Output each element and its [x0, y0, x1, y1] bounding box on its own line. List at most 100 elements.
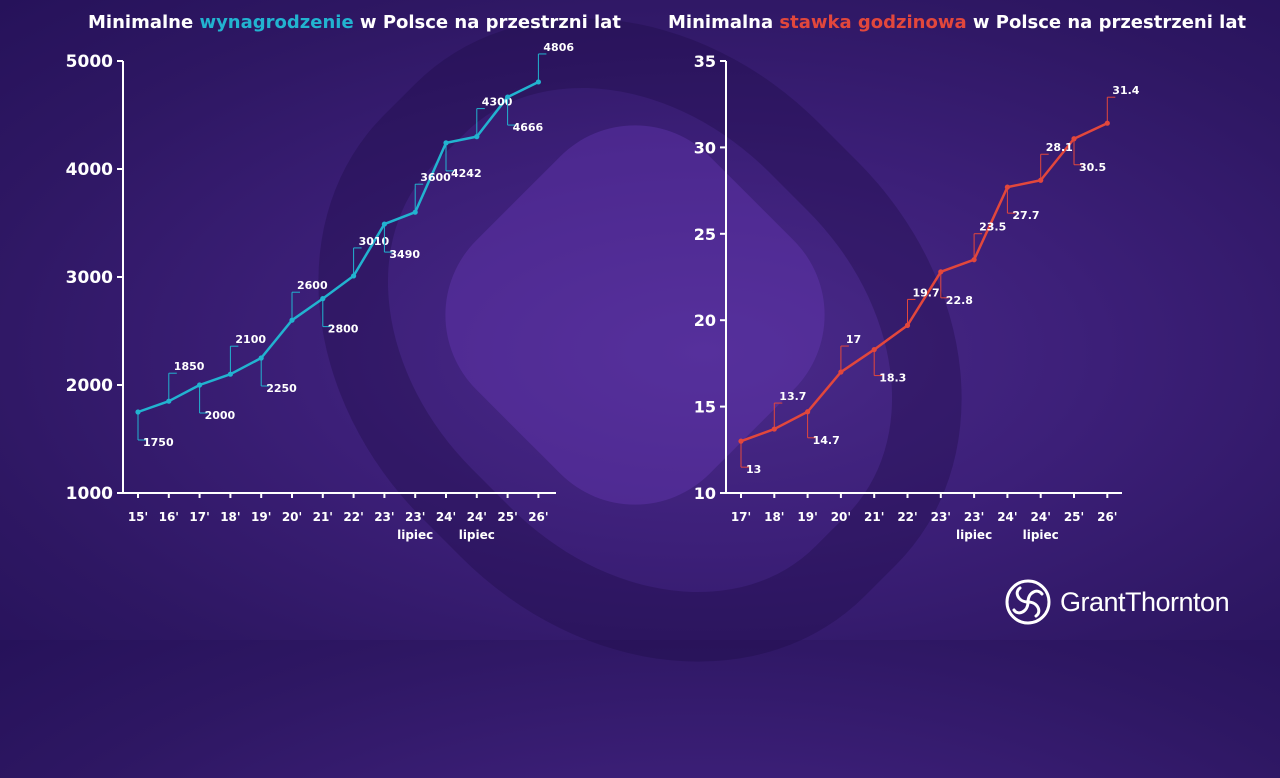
x-tick-label: 21' — [313, 510, 333, 524]
data-point — [443, 140, 449, 146]
data-value-label: 2100 — [235, 333, 266, 346]
data-value-label: 17 — [846, 333, 861, 346]
x-tick-label: 24' — [467, 510, 487, 524]
x-tick-label: 22' — [343, 510, 363, 524]
data-point — [474, 134, 480, 140]
x-tick-label: 19' — [797, 510, 817, 524]
x-tick-label: 22' — [897, 510, 917, 524]
data-value-label: 18.3 — [879, 372, 906, 385]
data-value-label: 2250 — [266, 382, 297, 395]
data-value-label: 4806 — [543, 41, 574, 54]
data-value-label: 4242 — [451, 167, 482, 180]
x-tick-label: 23' — [374, 510, 394, 524]
x-tick-label: 25' — [497, 510, 517, 524]
data-point — [738, 438, 744, 444]
data-point — [771, 426, 777, 432]
data-value-label: 13.7 — [779, 390, 806, 403]
data-value-label: 14.7 — [813, 434, 840, 447]
data-value-label: 3490 — [389, 248, 420, 261]
x-tick-label: 25' — [1064, 510, 1084, 524]
data-point — [258, 355, 264, 361]
x-tick-label: 17' — [731, 510, 751, 524]
data-point — [320, 296, 326, 302]
data-value-label: 1850 — [174, 360, 205, 373]
data-value-label: 30.5 — [1079, 161, 1106, 174]
data-point — [938, 269, 944, 275]
y-tick-label: 25 — [694, 225, 716, 244]
x-tick-label: 24' — [1031, 510, 1051, 524]
y-tick-label: 10 — [694, 484, 716, 503]
data-point — [166, 398, 172, 404]
data-value-label: 2600 — [297, 279, 328, 292]
data-value-label: 2800 — [328, 323, 359, 336]
data-point — [805, 409, 811, 415]
y-tick-label: 1000 — [66, 484, 113, 504]
y-tick-label: 3000 — [66, 268, 113, 288]
x-tick-label: 23' — [964, 510, 984, 524]
y-tick-label: 5000 — [66, 52, 113, 72]
data-value-label: 4666 — [513, 121, 544, 134]
data-value-label: 28.1 — [1046, 141, 1073, 154]
x-tick-label: 20' — [282, 510, 302, 524]
x-tick-label: 24' — [997, 510, 1017, 524]
data-point — [135, 409, 141, 415]
x-tick-label: 19' — [251, 510, 271, 524]
data-value-label: 2000 — [205, 409, 236, 422]
data-point — [227, 371, 233, 377]
series-line — [740, 122, 1108, 443]
right-chart-title: Minimalna stawka godzinowa w Polsce na p… — [668, 12, 1247, 33]
data-value-label: 22.8 — [946, 294, 973, 307]
grant-thornton-logo-icon — [1005, 579, 1051, 625]
data-point — [289, 317, 295, 323]
y-tick-label: 2000 — [66, 376, 113, 396]
data-point — [971, 257, 977, 263]
x-tick-sublabel: lipiec — [1023, 528, 1059, 542]
data-point — [412, 209, 418, 215]
brand-name: GrantThornton — [1060, 586, 1230, 617]
data-value-label: 13 — [746, 463, 761, 476]
y-tick-label: 35 — [694, 52, 716, 71]
x-tick-label: 20' — [831, 510, 851, 524]
y-tick-label: 20 — [694, 311, 716, 330]
x-tick-label: 18' — [764, 510, 784, 524]
y-tick-label: 15 — [694, 398, 716, 417]
x-tick-label: 26' — [1097, 510, 1117, 524]
x-tick-label: 24' — [436, 510, 456, 524]
minimum-wage-chart: 1000 2000 3000 4000 5000 15' 16' 17' 18' 19' 20' 21… — [66, 41, 574, 542]
x-tick-label: 23' — [405, 510, 425, 524]
left-title-highlight: wynagrodzenie — [199, 12, 354, 33]
data-value-label: 23.5 — [979, 221, 1006, 234]
data-point — [1104, 120, 1110, 126]
data-value-label: 19.7 — [913, 286, 940, 299]
data-point — [351, 273, 357, 279]
data-value-label: 1750 — [143, 436, 174, 449]
x-tick-label: 18' — [220, 510, 240, 524]
y-tick-label: 4000 — [66, 160, 113, 180]
data-value-label: 4300 — [482, 96, 513, 109]
x-tick-sublabel: lipiec — [956, 528, 992, 542]
x-tick-sublabel: lipiec — [397, 528, 433, 542]
data-point — [904, 322, 911, 328]
data-point — [505, 94, 511, 100]
grant-thornton-logo: GrantThornton — [1004, 578, 1230, 626]
right-title-highlight: stawka godzinowa — [779, 12, 967, 33]
y-tick-label: 30 — [694, 138, 716, 157]
data-value-label: 31.4 — [1112, 84, 1139, 97]
data-point — [197, 382, 203, 388]
data-point — [1038, 177, 1044, 183]
hourly-rate-chart: 10 15 20 25 30 35 17' 18' 19' 20' 21' 22' 23' 23' lipi… — [694, 52, 1139, 542]
data-value-label: 3600 — [420, 171, 451, 184]
x-tick-label: 16' — [159, 510, 179, 524]
data-point — [381, 221, 387, 227]
x-tick-label: 15' — [128, 510, 148, 524]
x-tick-label: 21' — [864, 510, 884, 524]
data-point — [1004, 184, 1011, 190]
x-tick-sublabel: lipiec — [459, 528, 495, 542]
x-tick-label: 17' — [189, 510, 209, 524]
series-line — [137, 80, 539, 414]
data-point — [535, 79, 542, 85]
data-value-label: 27.7 — [1012, 209, 1039, 222]
left-chart-title: Minimalne wynagrodzenie w Polsce na prze… — [88, 12, 621, 33]
data-point — [838, 369, 844, 375]
data-point — [1071, 136, 1077, 142]
